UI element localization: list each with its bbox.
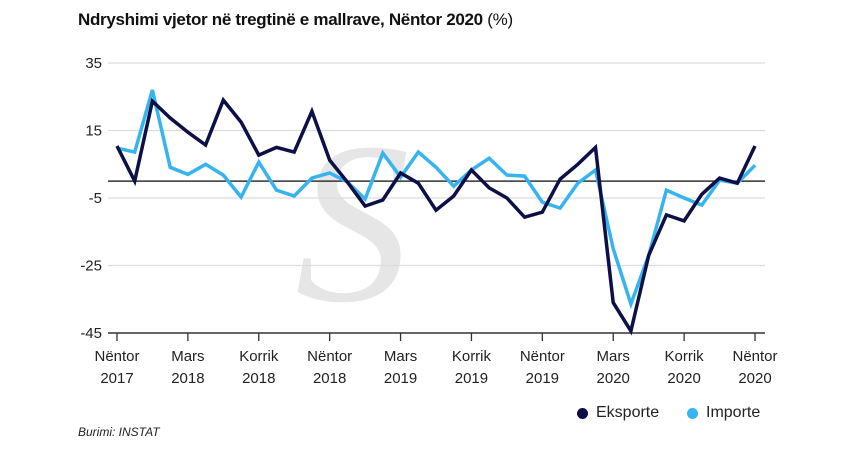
x-tick-label: 2018	[313, 370, 346, 387]
x-tick-label: Korrik	[452, 348, 492, 365]
x-tick-label: 2020	[597, 370, 630, 387]
x-tick-label: 2020	[667, 370, 700, 387]
y-tick-label: -25	[80, 258, 102, 275]
x-tick-label: Mars	[171, 348, 204, 365]
x-tick-label: Korrik	[239, 348, 279, 365]
x-tick-label: 2019	[384, 370, 417, 387]
chart-title: Ndryshimi vjetor në tregtinë e mallrave,…	[78, 10, 513, 30]
y-tick-label: 15	[85, 123, 102, 140]
y-tick-label: 35	[85, 55, 102, 72]
y-tick-label: -5	[89, 190, 102, 207]
legend-item-importe: Importe	[687, 404, 760, 422]
x-tick-label: Nëntor	[307, 348, 352, 365]
x-tick-label: Nëntor	[732, 348, 777, 365]
x-tick-label: 2017	[100, 370, 133, 387]
x-tick-label: Mars	[384, 348, 417, 365]
source-note: Burimi: INSTAT	[78, 425, 160, 439]
x-tick-label: Nëntor	[94, 348, 139, 365]
x-tick-label: 2020	[738, 370, 771, 387]
title-unit: (%)	[487, 10, 513, 29]
eksporte-dot-icon	[577, 407, 588, 419]
legend-label: Eksporte	[596, 404, 660, 421]
title-text: Ndryshimi vjetor në tregtinë e mallrave,…	[78, 10, 483, 29]
x-tick-label: 2018	[242, 370, 275, 387]
legend-item-eksporte: Eksporte	[577, 404, 659, 422]
legend-label: Importe	[706, 404, 761, 421]
watermark-logo: S	[295, 95, 410, 350]
x-tick-label: Mars	[597, 348, 630, 365]
x-tick-label: Nëntor	[520, 348, 565, 365]
y-tick-label: -45	[80, 325, 102, 342]
series-line-importe	[116, 89, 757, 310]
x-tick-label: 2018	[171, 370, 204, 387]
x-tick-label: 2019	[455, 370, 488, 387]
importe-dot-icon	[687, 407, 698, 419]
x-tick-label: Korrik	[665, 348, 705, 365]
x-tick-label: 2019	[526, 370, 559, 387]
